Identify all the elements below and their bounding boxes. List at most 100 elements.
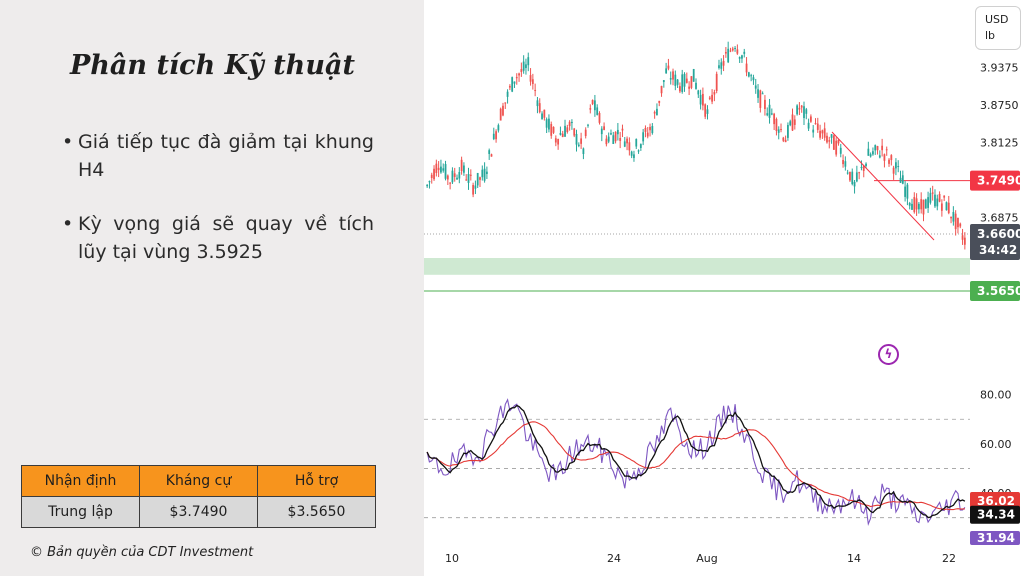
- candle-body: [764, 99, 766, 109]
- candle-body: [904, 186, 907, 197]
- candle-body: [917, 203, 920, 210]
- candle-body: [541, 113, 543, 120]
- candle-body: [614, 131, 617, 142]
- candle-body: [943, 195, 946, 198]
- candle-body: [890, 155, 893, 161]
- candle-body: [791, 114, 794, 131]
- candle-body: [536, 100, 539, 107]
- candle-body: [575, 133, 578, 145]
- candle-body: [929, 193, 932, 203]
- candle-body: [665, 68, 668, 74]
- candle-body: [587, 124, 589, 126]
- candle-body: [442, 168, 445, 171]
- candle-body: [803, 106, 805, 119]
- candle-body: [927, 197, 929, 208]
- candle-body: [683, 73, 686, 87]
- candle-body: [458, 171, 461, 179]
- candle-body: [860, 166, 863, 168]
- candle-body: [460, 159, 463, 172]
- candle-body: [885, 149, 888, 151]
- candle-body: [775, 118, 778, 131]
- candle-body: [446, 175, 449, 180]
- candle-body: [826, 135, 828, 143]
- candle-body: [667, 65, 670, 69]
- candle-body: [750, 75, 753, 77]
- candle-body: [947, 202, 950, 214]
- candle-body: [699, 94, 702, 105]
- candle-body: [490, 154, 493, 157]
- candle-body: [954, 213, 957, 230]
- candle-body: [701, 93, 704, 106]
- candle-body: [796, 105, 799, 115]
- candle-body: [934, 194, 936, 207]
- candle-body: [596, 107, 599, 115]
- candle-body: [525, 64, 527, 69]
- value-assessment: Trung lập: [21, 496, 140, 528]
- candle-body: [798, 107, 801, 110]
- candle-body: [959, 223, 962, 227]
- candle-body: [805, 109, 808, 114]
- candle-body: [773, 113, 776, 125]
- price-chart[interactable]: 3.9375 3.8750 3.8125 3.6875 3.7490 3.5650 3.66…: [424, 0, 1024, 576]
- candle-body: [607, 136, 610, 142]
- candle-body: [842, 159, 844, 165]
- candle-body: [793, 119, 796, 125]
- candle-body: [924, 199, 927, 209]
- slide-title: Phân tích Kỹ thuật: [70, 50, 355, 81]
- price-tick-label: 3.9375: [980, 62, 1019, 75]
- candle-body: [557, 139, 560, 145]
- candle-body: [768, 104, 771, 118]
- candle-body: [724, 51, 727, 54]
- candle-body: [853, 181, 856, 187]
- candle-body: [957, 217, 959, 228]
- currency-selector[interactable]: USD lb: [975, 6, 1021, 50]
- candle-body: [869, 154, 872, 157]
- candle-body: [502, 105, 504, 116]
- candle-body: [571, 121, 573, 124]
- candle-body: [752, 77, 755, 81]
- support-tag-label: 3.5650: [977, 284, 1023, 298]
- candle-body: [605, 138, 608, 145]
- rsi-extra-tag: [970, 531, 1020, 545]
- candle-body: [878, 155, 881, 158]
- candle-body: [729, 50, 732, 52]
- rsi-line: [426, 398, 966, 527]
- candle-body: [676, 79, 679, 85]
- candle-body: [481, 169, 484, 178]
- lightning-alert-icon[interactable]: ϟ: [878, 344, 899, 365]
- candle-body: [428, 181, 431, 183]
- candle-body: [915, 198, 918, 210]
- support-zone: [424, 258, 970, 275]
- candle-body: [828, 140, 831, 142]
- last-price-tag: [970, 224, 1020, 260]
- candle-body: [511, 77, 514, 92]
- descending-trendline: [831, 131, 935, 241]
- candle-body: [426, 184, 429, 187]
- candle-body: [518, 73, 520, 76]
- candle-body: [704, 104, 707, 117]
- candle-body: [754, 85, 757, 89]
- candle-body: [529, 75, 532, 82]
- candle-body: [679, 86, 681, 92]
- candle-body: [892, 167, 895, 174]
- candle-body: [573, 128, 576, 136]
- candle-body: [456, 177, 458, 180]
- candle-body: [722, 60, 725, 66]
- candle-body: [559, 133, 562, 135]
- candle-body: [685, 78, 688, 83]
- candle-body: [449, 182, 452, 184]
- rsi-tick-label: 80.00: [980, 389, 1012, 402]
- candle-body: [644, 127, 647, 132]
- candle-body: [543, 109, 546, 118]
- chart-canvas[interactable]: 3.9375 3.8750 3.8125 3.6875 3.7490 3.5650 3.66…: [424, 0, 1024, 576]
- candle-body: [782, 137, 785, 141]
- candle-body: [430, 174, 433, 179]
- candle-body: [527, 57, 530, 66]
- candle-body: [495, 131, 497, 140]
- price-tick-label: 3.6875: [980, 212, 1019, 225]
- candle-body: [736, 49, 739, 54]
- candle-body: [504, 102, 507, 104]
- candle-body: [897, 165, 900, 167]
- currency-label: USD: [985, 13, 1009, 26]
- rsi-fast-ma-line: [426, 404, 966, 519]
